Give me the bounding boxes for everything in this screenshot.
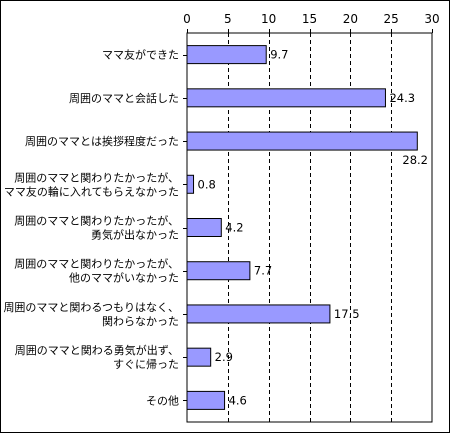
category-label-3-0: 周囲のママと関わりたかったが、 <box>14 170 179 184</box>
category-labels: ママ友ができた周囲のママと会話した周囲のママとは挨拶程度だった周囲のママと関わり… <box>3 48 179 408</box>
bar-1 <box>186 88 386 108</box>
tick-label-5: 5 <box>224 12 232 26</box>
category-label-0-0: ママ友ができた <box>102 48 179 62</box>
category-label-1-0: 周囲のママと会話した <box>69 91 179 105</box>
tick-label-20: 20 <box>343 12 358 26</box>
category-label-6-0: 周囲のママと関わるつもりはなく、 <box>3 301 179 314</box>
plot-area <box>186 32 433 423</box>
category-label-8-0: その他 <box>146 394 179 407</box>
category-label-2-0: 周囲のママとは挨拶程度だった <box>25 134 179 148</box>
bar-2 <box>186 131 418 151</box>
tick-label-30: 30 <box>424 12 439 26</box>
tick-label-0: 0 <box>183 12 191 26</box>
category-label-7-1: すぐに帰った <box>113 358 179 371</box>
data-label-8: 4.6 <box>229 393 247 407</box>
data-labels: 9.7 24.3 28.2 0.8 4.2 7.7 17.5 2.9 4.6 <box>198 48 428 408</box>
data-label-6: 17.5 <box>334 307 360 321</box>
bar-8 <box>186 390 226 410</box>
bar-3 <box>186 174 195 194</box>
category-label-3-1: ママ友の輪に入れてもらえなかった <box>4 184 179 198</box>
data-label-7: 2.9 <box>215 350 233 364</box>
data-label-4: 4.2 <box>225 221 243 235</box>
data-label-1: 24.3 <box>389 91 415 105</box>
data-label-3: 0.8 <box>198 177 216 191</box>
bar-4 <box>186 218 222 237</box>
tick-labels: 0 5 10 15 20 25 30 <box>183 12 439 26</box>
axes <box>183 29 433 423</box>
category-label-7-0: 周囲のママと関わる勇気が出ず、 <box>15 343 179 357</box>
tick-label-10: 10 <box>261 12 276 26</box>
data-label-2: 28.2 <box>402 153 428 167</box>
category-label-6-1: 関わらなかった <box>102 315 179 328</box>
category-label-5-0: 周囲のママと関わりたかったが、 <box>14 257 179 271</box>
tick-label-25: 25 <box>384 12 399 26</box>
data-label-0: 9.7 <box>270 48 288 62</box>
category-label-4-0: 周囲のママと関わりたかったが、 <box>14 214 179 228</box>
bar-7 <box>186 347 212 367</box>
data-label-5: 7.7 <box>254 264 272 278</box>
bar-0 <box>186 45 267 65</box>
bar-5 <box>186 261 251 281</box>
category-label-5-1: 他のママがいなかった <box>69 271 179 285</box>
bar-6 <box>186 304 331 324</box>
tick-label-15: 15 <box>302 12 317 26</box>
category-label-4-1: 勇気が出なかった <box>91 228 179 242</box>
